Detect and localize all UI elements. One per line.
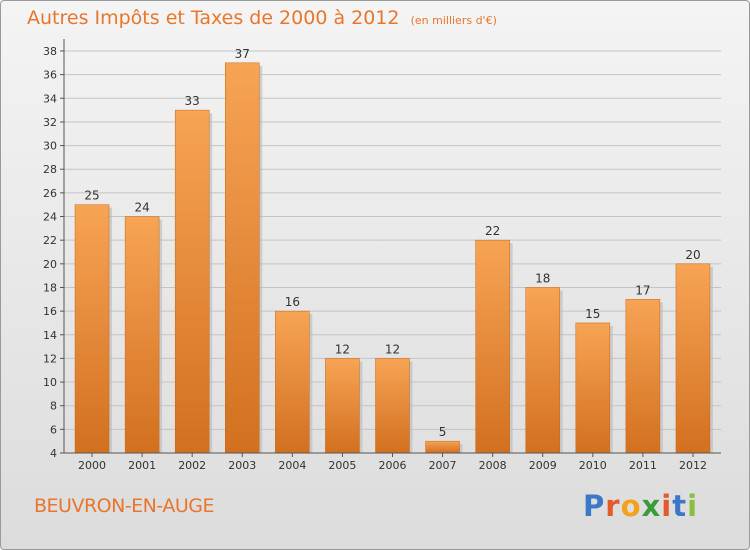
bar — [375, 358, 410, 454]
y-tick-label: 4 — [50, 447, 57, 460]
bar — [625, 299, 661, 454]
y-tick-label: 26 — [43, 187, 57, 200]
logo-letter: i — [687, 489, 699, 523]
x-tick-label: 2011 — [629, 459, 657, 472]
bar-value-label: 37 — [235, 47, 250, 61]
logo-letter: t — [672, 489, 688, 523]
y-tick-label: 30 — [43, 140, 57, 153]
x-tick-label: 2004 — [278, 459, 306, 472]
y-tick-label: 18 — [43, 281, 57, 294]
chart-unit: (en milliers d'€) — [410, 14, 497, 27]
y-tick-label: 28 — [43, 163, 57, 176]
y-tick-label: 32 — [43, 116, 57, 129]
bar — [525, 287, 560, 454]
bars — [74, 62, 713, 454]
bar-value-label: 24 — [134, 201, 149, 215]
bar-value-label: 20 — [685, 248, 700, 262]
y-tick-label: 34 — [43, 92, 57, 105]
x-tick-label: 2007 — [429, 459, 457, 472]
bar — [425, 440, 460, 454]
x-tick-label: 2000 — [78, 459, 106, 472]
bar-value-label: 17 — [635, 283, 650, 297]
x-tick-label: 2002 — [178, 459, 206, 472]
x-tick-label: 2005 — [328, 459, 356, 472]
y-tick-label: 6 — [50, 423, 57, 436]
chart-title: Autres Impôts et Taxes de 2000 à 2012 — [27, 7, 400, 29]
bar — [225, 62, 260, 454]
bar — [174, 109, 210, 454]
x-tick-label: 2003 — [228, 459, 256, 472]
bar-value-label: 16 — [285, 295, 300, 309]
x-tick-label: 2012 — [679, 459, 707, 472]
bar — [475, 239, 510, 454]
labels: 4 6 8 10 12 14 16 18 20 22 24 26 28 30 32 34 36 38 25 2000 2… — [43, 45, 707, 472]
x-tick-label: 2010 — [579, 459, 607, 472]
y-tick-label: 24 — [43, 211, 57, 224]
y-tick-label: 8 — [50, 400, 57, 413]
logo-letter: P — [583, 489, 606, 523]
bar-value-label: 5 — [439, 425, 447, 439]
bar — [74, 204, 110, 454]
y-tick-label: 36 — [43, 69, 57, 82]
chart-header: Autres Impôts et Taxes de 2000 à 2012 (e… — [27, 7, 497, 29]
x-tick-label: 2001 — [128, 459, 156, 472]
logo-letter: i — [661, 489, 673, 523]
y-tick-label: 38 — [43, 45, 57, 58]
bar — [325, 358, 360, 454]
logo-letter: r — [605, 489, 621, 523]
bar — [675, 263, 711, 454]
y-tick-label: 10 — [43, 376, 57, 389]
bar — [124, 216, 160, 454]
y-tick-label: 20 — [43, 258, 57, 271]
bar-value-label: 12 — [335, 342, 350, 356]
bar-value-label: 18 — [535, 271, 550, 285]
y-tick-label: 22 — [43, 234, 57, 247]
y-tick-label: 12 — [43, 352, 57, 365]
bar — [575, 322, 611, 454]
y-tick-label: 14 — [43, 329, 57, 342]
bar — [275, 310, 310, 454]
bar-value-label: 15 — [585, 307, 600, 321]
bar-value-label: 22 — [485, 224, 500, 238]
x-tick-label: 2008 — [479, 459, 507, 472]
bar-value-label: 25 — [84, 189, 99, 203]
x-tick-label: 2006 — [379, 459, 407, 472]
proxiti-logo: Proxiti — [583, 489, 698, 523]
logo-letter: x — [641, 489, 662, 523]
bar-value-label: 33 — [185, 94, 200, 108]
bar-value-label: 12 — [385, 342, 400, 356]
x-tick-label: 2009 — [529, 459, 557, 472]
commune-name: BEUVRON-EN-AUGE — [34, 495, 214, 517]
logo-letter: o — [620, 489, 642, 523]
y-tick-label: 16 — [43, 305, 57, 318]
axes — [60, 39, 721, 457]
